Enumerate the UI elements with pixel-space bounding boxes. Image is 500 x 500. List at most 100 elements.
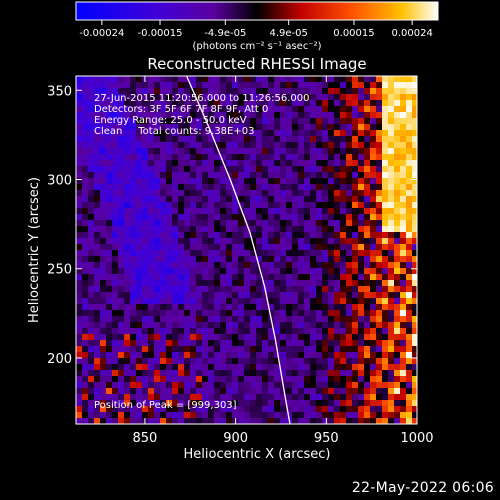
heatmap-cell <box>208 178 215 185</box>
heatmap-cell <box>298 298 305 305</box>
heatmap-cell <box>268 394 275 401</box>
heatmap-cell <box>130 100 137 107</box>
heatmap-cell <box>376 340 383 347</box>
heatmap-cell <box>352 190 359 197</box>
heatmap-cell <box>376 406 383 413</box>
heatmap-cell <box>118 346 125 353</box>
heatmap-cell <box>358 292 365 299</box>
heatmap-cell <box>262 148 269 155</box>
heatmap-cell <box>130 394 137 401</box>
heatmap-cell <box>100 178 107 185</box>
heatmap-cell <box>268 220 275 227</box>
heatmap-cell <box>82 400 89 407</box>
heatmap-cell <box>172 400 179 407</box>
heatmap-cell <box>172 226 179 233</box>
heatmap-cell <box>400 232 407 239</box>
heatmap-cell <box>316 190 323 197</box>
heatmap-cell <box>118 364 125 371</box>
heatmap-cell <box>316 286 323 293</box>
heatmap-cell <box>316 292 323 299</box>
x-axis-label: Heliocentric X (arcsec) <box>184 447 331 462</box>
heatmap-cell <box>268 262 275 269</box>
heatmap-cell <box>136 82 143 89</box>
heatmap-cell <box>136 190 143 197</box>
heatmap-cell <box>280 208 287 215</box>
heatmap-cell <box>274 340 281 347</box>
heatmap-cell <box>154 142 161 149</box>
heatmap-cell <box>94 274 101 281</box>
heatmap-cell <box>88 376 95 383</box>
heatmap-cell <box>208 118 215 125</box>
heatmap-cell <box>370 286 377 293</box>
heatmap-cell <box>82 364 89 371</box>
heatmap-cell <box>286 310 293 317</box>
heatmap-cell <box>196 358 203 365</box>
heatmap-cell <box>256 268 263 275</box>
heatmap-cell <box>226 220 233 227</box>
heatmap-cell <box>322 256 329 263</box>
heatmap-cell <box>208 148 215 155</box>
heatmap-cell <box>334 82 341 89</box>
heatmap-cell <box>244 340 251 347</box>
heatmap-cell <box>352 154 359 161</box>
heatmap-cell <box>112 364 119 371</box>
heatmap-cell <box>400 196 407 203</box>
heatmap-cell <box>358 256 365 263</box>
heatmap-cell <box>118 400 125 407</box>
heatmap-cell <box>250 166 257 173</box>
heatmap-cell <box>160 304 167 311</box>
heatmap-cell <box>250 388 257 395</box>
heatmap-cell <box>376 358 383 365</box>
heatmap-cell <box>256 106 263 113</box>
heatmap-cell <box>148 328 155 335</box>
heatmap-cell <box>400 394 407 401</box>
heatmap-cell <box>232 406 239 413</box>
heatmap-cell <box>94 316 101 323</box>
heatmap-cell <box>136 136 143 143</box>
heatmap-cell <box>262 400 269 407</box>
heatmap-cell <box>340 388 347 395</box>
heatmap-cell <box>256 220 263 227</box>
heatmap-cell <box>274 136 281 143</box>
heatmap-cell <box>310 88 317 95</box>
heatmap-cell <box>364 232 371 239</box>
heatmap-cell <box>376 322 383 329</box>
heatmap-cell <box>250 76 257 83</box>
heatmap-cell <box>226 154 233 161</box>
heatmap-cell <box>364 76 371 83</box>
heatmap-cell <box>286 298 293 305</box>
heatmap-cell <box>148 286 155 293</box>
heatmap-cell <box>196 124 203 131</box>
heatmap-cell <box>76 316 83 323</box>
heatmap-cell <box>256 358 263 365</box>
heatmap-cell <box>214 172 221 179</box>
heatmap-cell <box>328 346 335 353</box>
heatmap-cell <box>256 256 263 263</box>
heatmap-cell <box>298 400 305 407</box>
heatmap-cell <box>406 262 413 269</box>
heatmap-cell <box>388 400 395 407</box>
heatmap-cell <box>352 118 359 125</box>
heatmap-cell <box>184 100 191 107</box>
heatmap-cell <box>136 352 143 359</box>
heatmap-cell <box>382 406 389 413</box>
heatmap-cell <box>256 208 263 215</box>
heatmap-cell <box>88 178 95 185</box>
heatmap-cell <box>382 94 389 101</box>
heatmap-cell <box>136 112 143 119</box>
heatmap-cell <box>202 118 209 125</box>
heatmap-cell <box>358 76 365 83</box>
info-energy-range: Energy Range: 25.0 - 50.0 keV <box>94 115 247 126</box>
heatmap-cell <box>226 250 233 257</box>
heatmap-cell <box>202 136 209 143</box>
heatmap-cell <box>148 196 155 203</box>
heatmap-cell <box>232 136 239 143</box>
heatmap-cell <box>322 148 329 155</box>
heatmap-cell <box>262 232 269 239</box>
heatmap-cell <box>394 346 401 353</box>
heatmap-cell <box>322 232 329 239</box>
heatmap-cell <box>370 352 377 359</box>
heatmap-cell <box>316 226 323 233</box>
heatmap-cell <box>304 376 311 383</box>
heatmap-cell <box>268 244 275 251</box>
